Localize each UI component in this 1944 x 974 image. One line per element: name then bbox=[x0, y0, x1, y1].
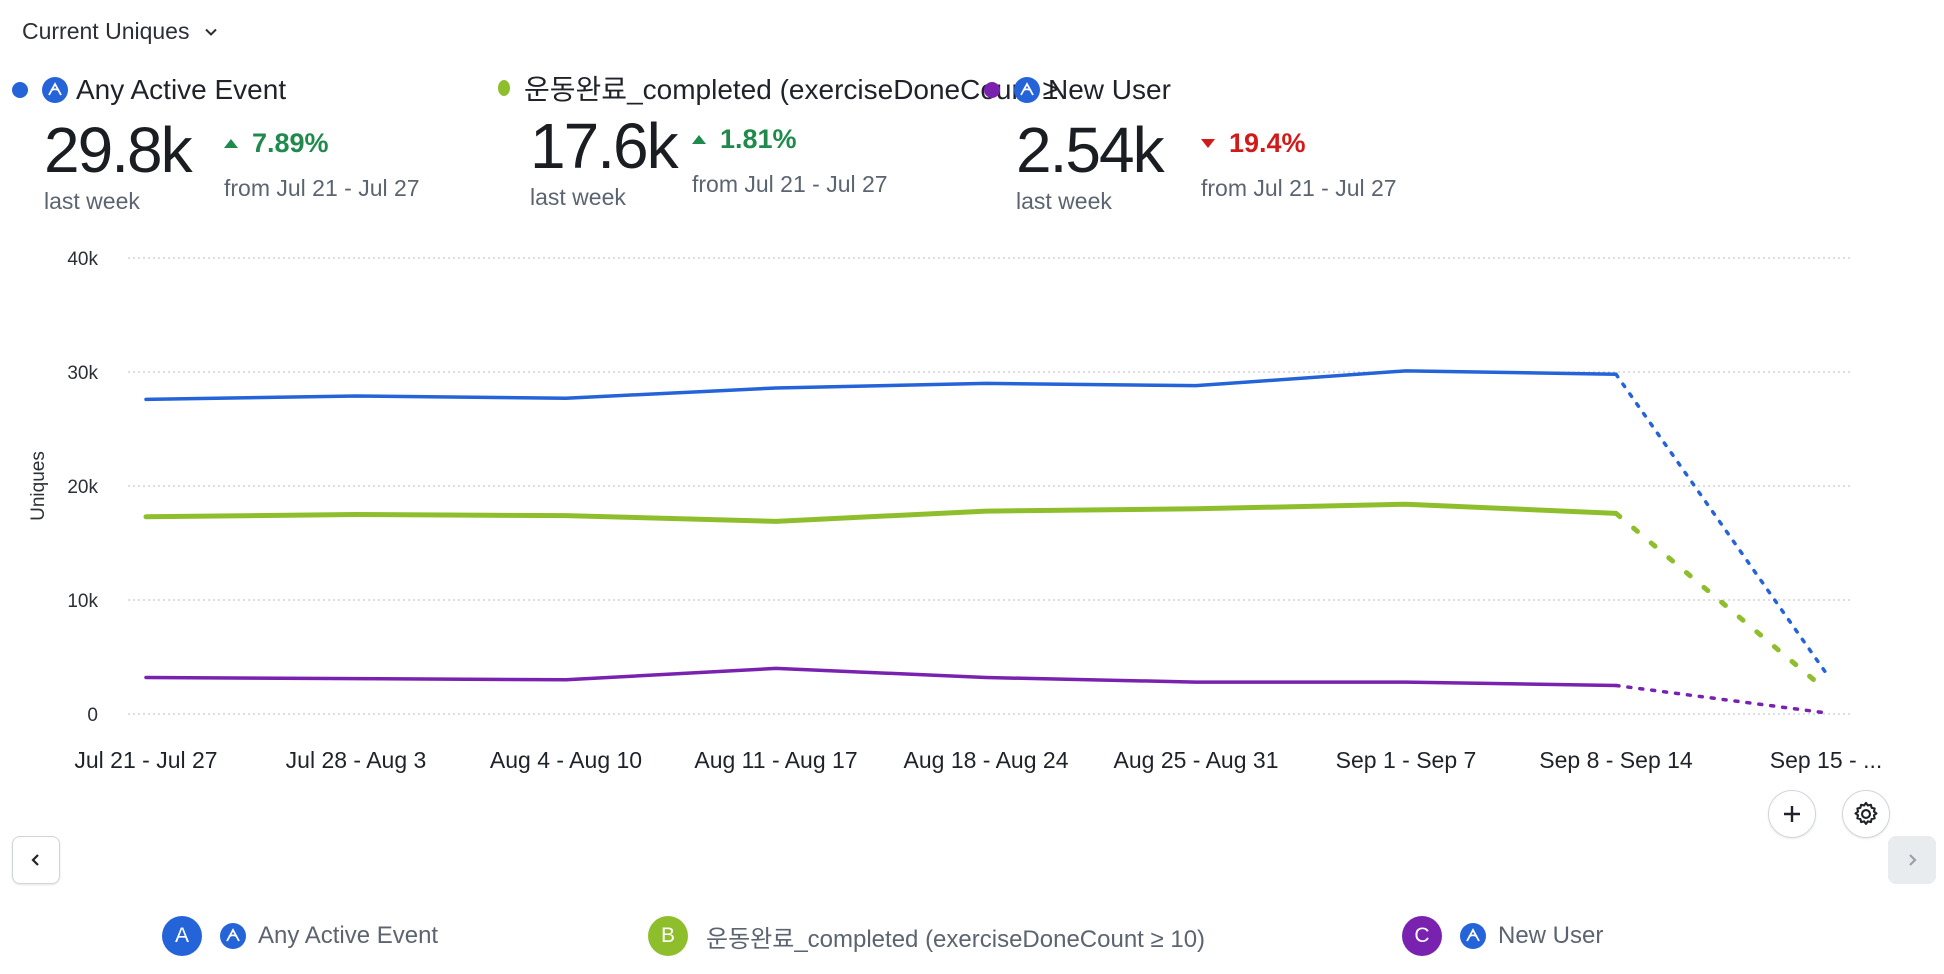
kpi-period: last week bbox=[44, 188, 140, 214]
kpi-delta: 7.89% bbox=[224, 128, 420, 159]
kpi-title: Any Active Event bbox=[76, 74, 287, 105]
series-line-3 bbox=[144, 666, 1618, 688]
event-icon bbox=[220, 923, 246, 949]
kpi-delta-value: 7.89% bbox=[252, 128, 329, 158]
kpi-title: New User bbox=[1048, 74, 1171, 105]
series-incomplete-line-2 bbox=[1613, 510, 1829, 693]
chevron-down-icon bbox=[205, 28, 218, 36]
kpi-delta: 1.81% bbox=[692, 124, 888, 155]
legend-label: New User bbox=[1498, 922, 1604, 949]
x-tick-label: Aug 4 - Aug 10 bbox=[490, 747, 642, 773]
series-incomplete-line-1 bbox=[1614, 372, 1828, 675]
chevron-left-icon bbox=[31, 854, 39, 866]
legend-item-c[interactable]: C New User bbox=[1402, 916, 1603, 956]
legend-letter: B bbox=[648, 916, 688, 956]
metric-dropdown-label: Current Uniques bbox=[22, 18, 190, 44]
y-axis-label: Uniques bbox=[28, 451, 49, 521]
kpi-from: from Jul 21 - Jul 27 bbox=[692, 171, 888, 197]
series-line-2 bbox=[143, 501, 1619, 524]
series-dot bbox=[12, 82, 28, 98]
x-tick-label: Jul 21 - Jul 27 bbox=[74, 747, 217, 773]
legend-label: Any Active Event bbox=[258, 922, 439, 949]
legend-letter: A bbox=[162, 916, 202, 956]
gear-icon bbox=[1854, 801, 1878, 825]
kpi-period: last week bbox=[1016, 188, 1112, 214]
kpi-delta-value: 1.81% bbox=[720, 124, 797, 154]
arrow-up-icon bbox=[692, 135, 706, 144]
scroll-right-button[interactable] bbox=[1888, 836, 1936, 884]
kpi-delta: 19.4% bbox=[1201, 128, 1397, 159]
plus-icon bbox=[1784, 806, 1800, 822]
x-tick-label: Aug 25 - Aug 31 bbox=[1114, 747, 1279, 773]
kpi-new-user: New User 2.54k last week 19.4% from Jul … bbox=[984, 74, 1397, 215]
legend-item-a[interactable]: A Any Active Event bbox=[162, 916, 438, 956]
event-icon bbox=[1460, 923, 1486, 949]
y-tick-label: 40k bbox=[67, 249, 98, 270]
kpi-from: from Jul 21 - Jul 27 bbox=[224, 175, 420, 201]
x-tick-label: Aug 11 - Aug 17 bbox=[694, 747, 857, 773]
x-tick-label: Aug 18 - Aug 24 bbox=[904, 747, 1069, 773]
legend-letter: C bbox=[1402, 916, 1442, 956]
y-tick-label: 10k bbox=[67, 591, 98, 612]
x-tick-label: Sep 15 - ... bbox=[1770, 747, 1883, 773]
kpi-period: last week bbox=[530, 184, 626, 210]
arrow-down-icon bbox=[1201, 139, 1215, 148]
metric-dropdown[interactable]: Current Uniques bbox=[22, 18, 219, 45]
kpi-value: 17.6k bbox=[530, 110, 679, 182]
y-tick-label: 20k bbox=[67, 477, 98, 498]
scroll-left-button[interactable] bbox=[12, 836, 60, 884]
kpi-delta-value: 19.4% bbox=[1229, 128, 1306, 158]
series-dot bbox=[498, 80, 511, 96]
x-tick-label: Sep 1 - Sep 7 bbox=[1336, 747, 1477, 773]
event-icon bbox=[1014, 77, 1040, 103]
y-tick-label: 0 bbox=[87, 705, 98, 726]
kpi-title: 운동완료_completed (exerciseDoneCount ≥ bbox=[524, 74, 1058, 105]
legend-item-b[interactable]: B 운동완료_completed (exerciseDoneCount ≥ 10… bbox=[648, 916, 1205, 956]
add-button[interactable] bbox=[1768, 790, 1816, 838]
chart-settings-button[interactable] bbox=[1842, 790, 1890, 838]
chevron-right-icon bbox=[1909, 854, 1917, 866]
series-incomplete-line-3 bbox=[1614, 683, 1828, 715]
series-line-1 bbox=[144, 369, 1618, 402]
kpi-value: 2.54k bbox=[1016, 114, 1165, 186]
series-dot bbox=[984, 82, 1000, 98]
kpi-exercise-completed: 운동완료_completed (exerciseDoneCount ≥ 17.6… bbox=[498, 68, 1058, 211]
arrow-up-icon bbox=[224, 139, 238, 148]
legend-label: 운동완료_completed (exerciseDoneCount ≥ 10) bbox=[706, 925, 1206, 953]
line-chart: 0 10k 20k 30k 40k Uniques Jul 21 - Jul 27 Jul 2… bbox=[28, 249, 1883, 773]
y-tick-label: 30k bbox=[67, 363, 98, 384]
x-tick-label: Jul 28 - Aug 3 bbox=[286, 747, 427, 773]
kpi-value: 29.8k bbox=[44, 114, 193, 186]
event-icon bbox=[42, 77, 68, 103]
kpi-from: from Jul 21 - Jul 27 bbox=[1201, 175, 1397, 201]
kpi-any-active-event: Any Active Event 29.8k last week 7.89% f… bbox=[12, 74, 420, 215]
x-tick-label: Sep 8 - Sep 14 bbox=[1539, 747, 1693, 773]
